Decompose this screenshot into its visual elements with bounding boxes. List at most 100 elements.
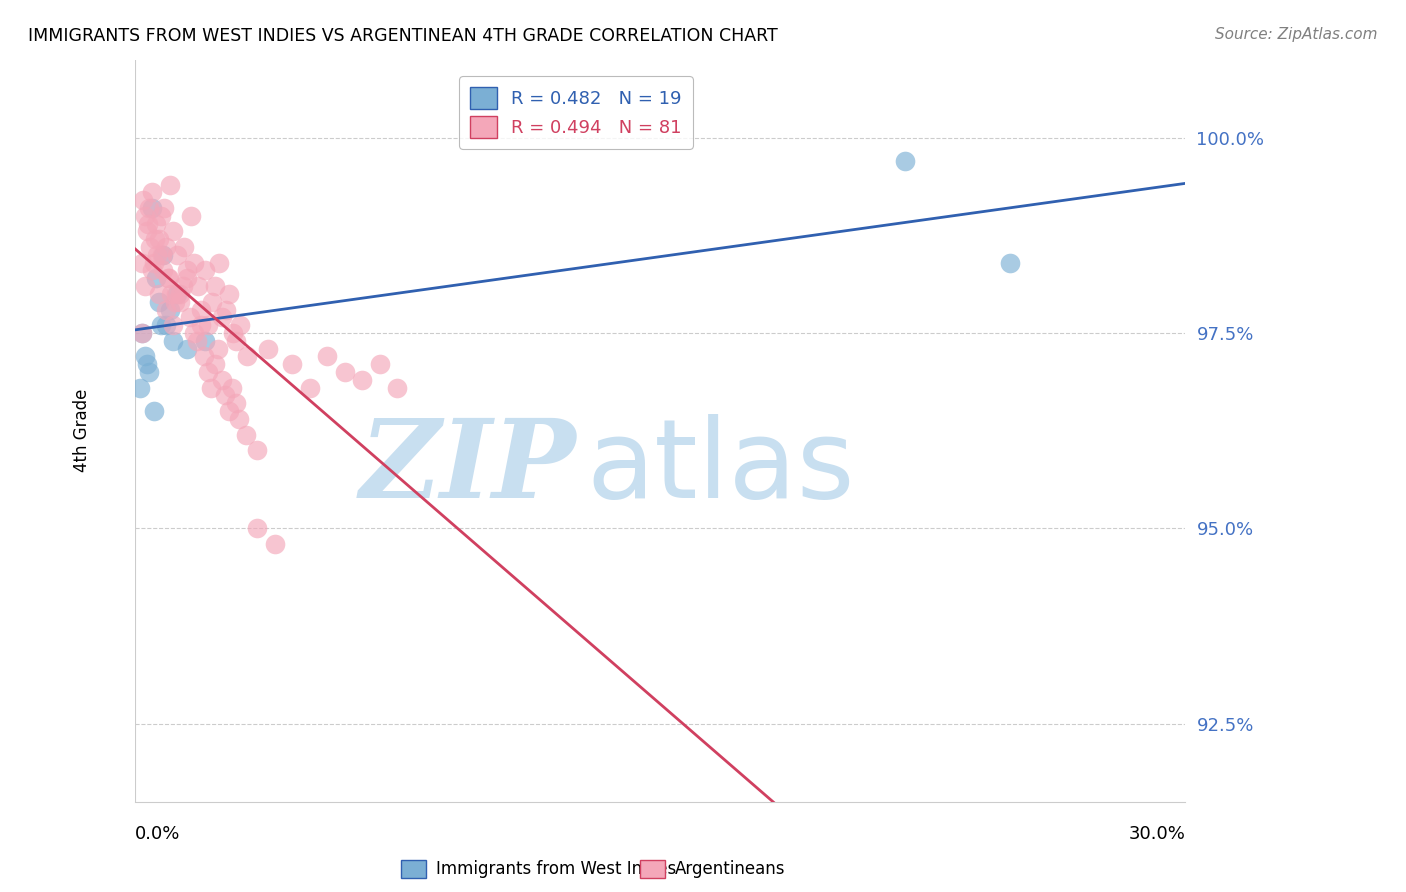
Point [131,326,153,340]
Point [136,357,159,371]
Point [152,248,174,262]
Legend: R = 0.482   N = 19, R = 0.494   N = 81: R = 0.482 N = 19, R = 0.494 N = 81 [458,76,693,149]
Point [246,521,269,535]
Point [225,334,247,348]
Point [222,326,245,340]
Point [159,302,181,317]
Point [387,381,409,395]
Point [221,381,243,395]
Point [179,310,201,325]
Point [148,294,170,309]
Point [190,302,212,317]
Point [229,318,252,333]
Point [316,350,339,364]
Point [146,248,169,262]
Point [368,357,391,371]
Point [894,154,917,169]
Point [134,350,156,364]
Point [143,404,166,418]
Point [204,279,226,293]
Point [131,326,153,340]
Point [141,263,163,277]
Point [155,318,177,333]
Text: Source: ZipAtlas.com: Source: ZipAtlas.com [1215,27,1378,42]
Point [176,271,198,285]
Point [136,224,159,238]
Point [235,427,257,442]
Point [143,232,166,246]
Point [156,271,179,285]
Point [139,240,162,254]
Point [165,287,187,301]
Point [153,201,176,215]
Text: atlas: atlas [586,414,855,521]
Point [183,326,205,340]
Point [148,232,170,246]
Point [148,287,170,301]
Point [180,209,202,223]
Point [193,350,215,364]
Point [134,279,156,293]
Point [169,294,191,309]
Point [169,287,191,301]
Point [162,318,184,333]
Point [333,365,356,379]
Point [204,357,226,371]
Point [162,224,184,238]
Point [150,248,173,262]
Point [207,342,229,356]
Text: 4th Grade: 4th Grade [73,389,91,472]
Point [201,294,224,309]
Point [194,263,217,277]
Point [256,342,278,356]
Point [173,240,195,254]
Point [176,263,198,277]
Point [246,443,269,458]
Point [157,271,180,285]
Point [138,365,160,379]
Text: Immigrants from West Indies: Immigrants from West Indies [436,860,676,878]
Point [134,209,156,223]
Point [214,388,236,402]
Point [155,240,177,254]
Text: IMMIGRANTS FROM WEST INDIES VS ARGENTINEAN 4TH GRADE CORRELATION CHART: IMMIGRANTS FROM WEST INDIES VS ARGENTINE… [28,27,778,45]
Point [166,287,188,301]
Point [160,287,183,301]
Point [211,310,233,325]
Point [200,381,222,395]
Point [150,318,173,333]
Point [138,201,160,215]
Point [236,350,259,364]
Point [197,365,219,379]
Point [176,342,198,356]
Point [150,209,173,223]
Point [152,263,174,277]
Point [190,318,212,333]
Point [172,279,194,293]
Point [145,271,167,285]
Point [281,357,304,371]
Point [183,255,205,269]
Point [159,178,181,192]
Point [162,334,184,348]
Text: Argentineans: Argentineans [675,860,786,878]
Point [352,373,374,387]
Point [225,396,247,410]
Point [129,381,152,395]
Point [166,248,188,262]
Text: 0.0%: 0.0% [135,825,180,843]
Point [136,217,159,231]
Point [187,279,209,293]
Point [211,373,233,387]
Point [132,193,155,207]
Text: 30.0%: 30.0% [1129,825,1185,843]
Point [163,294,186,309]
Text: ZIP: ZIP [360,414,576,522]
Point [194,334,217,348]
Point [145,217,167,231]
Point [143,255,166,269]
Point [218,287,240,301]
Point [141,186,163,200]
Point [215,302,238,317]
Point [218,404,240,418]
